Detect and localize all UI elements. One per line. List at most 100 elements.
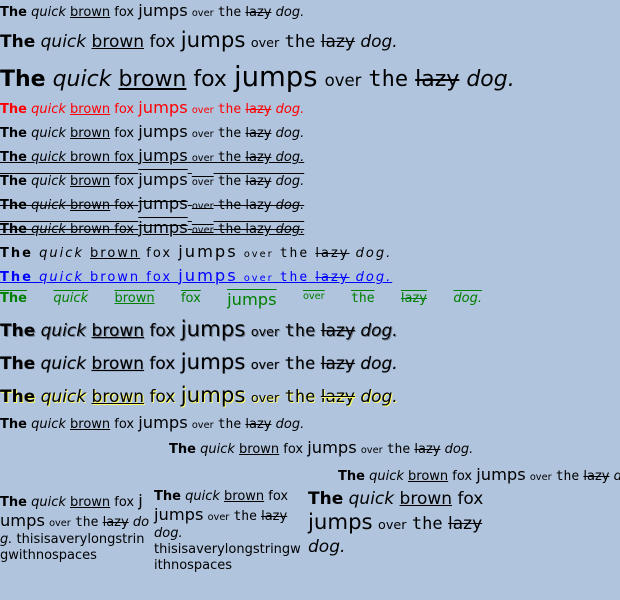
word-over: over [243, 273, 274, 284]
word-over: over [360, 445, 383, 456]
word-fox: fox [146, 270, 173, 285]
word-the: The [0, 291, 27, 306]
word-fox: fox [114, 222, 135, 237]
word-quick: quick [39, 270, 84, 285]
word-the: The [0, 354, 36, 374]
word-the-mono: the [284, 321, 316, 341]
word-over: over [191, 153, 214, 164]
word-over: over [250, 36, 280, 51]
word-the-mono: the [284, 32, 316, 52]
word-dog: dog. [466, 67, 515, 92]
word-fox: fox [146, 246, 173, 261]
word-jumps: jumps [138, 413, 188, 432]
sample-line-blue-underlined: The quick brown fox jumps over the lazy … [0, 267, 392, 285]
word-lazy: lazy [320, 32, 355, 52]
wrap-box-large: The quick brown fox jumps over the lazy … [308, 489, 504, 558]
word-lazy: lazy [245, 126, 272, 141]
word-fox: fox [452, 469, 473, 484]
word-the: The [0, 5, 27, 20]
word-fox: fox [114, 102, 135, 117]
word-brown: brown [70, 198, 111, 213]
word-lazy: lazy [245, 417, 272, 432]
word-jumps: jumps [138, 146, 188, 165]
word-the-mono: the [368, 67, 409, 92]
word-dog: dog. [275, 198, 305, 213]
word-the: The [338, 469, 365, 484]
word-jumps: jumps [138, 170, 188, 189]
word-the-mono: the [279, 270, 310, 285]
word-jumps: jumps [308, 510, 373, 536]
word-brown: brown [224, 489, 265, 504]
word-jumps: jumps [138, 218, 188, 237]
word-the-mono: the [233, 509, 257, 525]
word-brown: brown [408, 469, 449, 484]
word-over: over [191, 177, 214, 188]
word-over: over [191, 225, 214, 236]
word-the: The [0, 246, 33, 261]
word-over: over [191, 420, 214, 431]
word-lazy: lazy [583, 469, 610, 484]
word-over: over [250, 325, 280, 340]
word-over: over [191, 8, 214, 19]
word-quick: quick [31, 417, 66, 432]
sample-line-align-left: The quick brown fox jumps over the lazy … [0, 413, 305, 432]
word-over: over [378, 518, 407, 534]
word-fox: fox [149, 354, 176, 374]
word-the-mono: the [217, 417, 242, 432]
word-lazy: lazy [245, 102, 272, 117]
word-the: The [0, 387, 36, 407]
sample-line-yellow-glow: The quick brown fox jumps over the lazy … [0, 385, 398, 406]
word-quick: quick [31, 495, 66, 510]
sample-line-align-center: The quick brown fox jumps over the lazy … [169, 439, 473, 457]
word-fox: fox [114, 495, 135, 510]
sample-line-align-right: The quick brown fox jumps over the lazy … [338, 466, 620, 484]
word-the: The [0, 102, 27, 117]
word-lazy: lazy [261, 509, 288, 525]
word-fox: fox [114, 5, 135, 20]
word-over: over [191, 129, 214, 140]
word-the-mono: the [217, 102, 242, 117]
word-jumps: jumps [154, 505, 204, 525]
word-lazy: lazy [315, 246, 350, 261]
word-dog: dog. [355, 246, 393, 261]
sample-line-underlined: The quick brown fox jumps over the lazy … [0, 146, 304, 165]
word-quick: quick [40, 387, 87, 407]
word-the: The [0, 174, 27, 189]
word-lazy: lazy [414, 442, 441, 457]
word-dog: dog. [275, 222, 305, 237]
word-dog: dog. [453, 291, 482, 306]
long-word: thisisaverylongstringwithnospaces [154, 541, 301, 574]
word-the-mono: the [217, 126, 242, 141]
word-jumps: jumps [0, 491, 143, 531]
word-the-mono: the [411, 514, 443, 535]
word-brown: brown [114, 291, 155, 306]
word-dog: dog. [360, 32, 398, 52]
word-the-mono: the [217, 198, 242, 213]
word-over: over [191, 105, 214, 116]
word-jumps: jumps [180, 350, 246, 375]
word-over: over [324, 71, 362, 90]
word-brown: brown [91, 354, 145, 374]
word-quick: quick [53, 291, 89, 306]
word-jumps: jumps [138, 98, 188, 117]
word-fox: fox [457, 489, 484, 509]
word-the: The [0, 222, 27, 237]
word-quick: quick [185, 489, 220, 504]
word-jumps: jumps [138, 1, 188, 20]
word-dog: dog. [275, 5, 305, 20]
sample-line-overlined: The quick brown fox jumps over the lazy … [0, 170, 304, 189]
word-fox: fox [149, 32, 176, 52]
sample-line-all-decorations: The quick brown fox jumps over the lazy … [0, 218, 305, 237]
word-quick: quick [31, 5, 66, 20]
word-lazy: lazy [320, 354, 355, 374]
word-fox: fox [114, 150, 135, 165]
word-over: over [207, 512, 230, 524]
word-dog: dog. [275, 417, 305, 432]
long-word: thisisaverylongstringwithnospaces [0, 531, 145, 563]
word-over: over [191, 201, 214, 212]
word-quick: quick [369, 469, 404, 484]
word-brown: brown [118, 67, 187, 92]
word-over: over [250, 358, 280, 373]
word-quick: quick [31, 222, 66, 237]
word-brown: brown [399, 489, 453, 509]
